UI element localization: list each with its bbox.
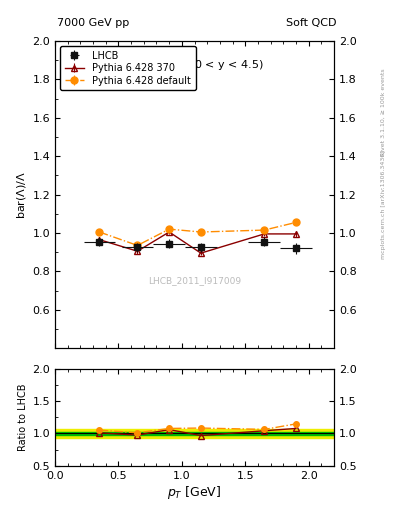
Y-axis label: Ratio to LHCB: Ratio to LHCB (18, 383, 28, 451)
Legend: LHCB, Pythia 6.428 370, Pythia 6.428 default: LHCB, Pythia 6.428 370, Pythia 6.428 def… (60, 46, 196, 91)
Text: Soft QCD: Soft QCD (286, 18, 336, 28)
X-axis label: $p_T$ [GeV]: $p_T$ [GeV] (167, 483, 222, 501)
Bar (55, 429, 334, 438)
Text: mcplots.cern.ch [arXiv:1306.3436]: mcplots.cern.ch [arXiv:1306.3436] (381, 151, 386, 259)
Text: LHCB_2011_I917009: LHCB_2011_I917009 (148, 276, 241, 285)
Text: Rivet 3.1.10, ≥ 100k events: Rivet 3.1.10, ≥ 100k events (381, 69, 386, 157)
Bar (55, 432, 334, 435)
Text: $\bar{\Lambda}/\Lambda$ vs $p_T$ (2.0 < y < 4.5): $\bar{\Lambda}/\Lambda$ vs $p_T$ (2.0 < … (125, 56, 264, 73)
Y-axis label: bar($\Lambda$)/$\Lambda$: bar($\Lambda$)/$\Lambda$ (15, 170, 28, 219)
Text: 7000 GeV pp: 7000 GeV pp (57, 18, 129, 28)
